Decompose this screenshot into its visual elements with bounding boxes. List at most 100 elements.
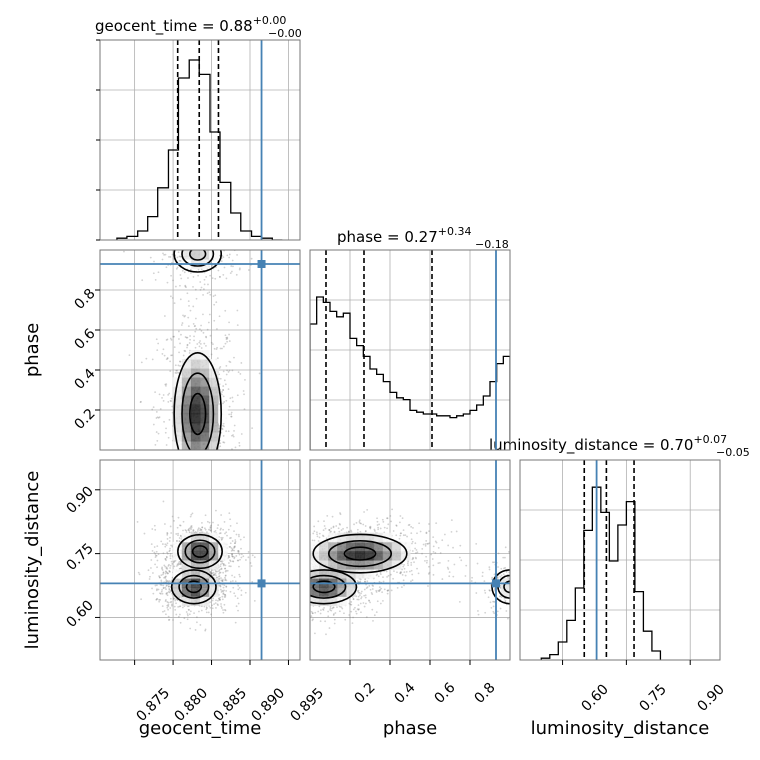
sample-point: [168, 563, 170, 566]
density-cell: [172, 395, 183, 406]
sample-point: [221, 598, 224, 601]
sample-point: [179, 562, 182, 565]
sample-point: [170, 354, 172, 357]
sample-point: [360, 590, 363, 593]
sample-point: [544, 597, 546, 599]
sample-point: [154, 443, 157, 446]
sample-point: [204, 528, 207, 531]
sample-point: [187, 245, 189, 247]
sample-point: [215, 482, 217, 484]
sample-point: [428, 523, 430, 525]
sample-point: [220, 579, 223, 582]
sample-point: [329, 607, 332, 610]
sample-point: [319, 620, 322, 623]
sample-point: [209, 525, 212, 528]
sample-point: [188, 244, 190, 246]
sample-point: [291, 570, 293, 572]
sample-point: [208, 528, 210, 531]
sample-point: [152, 272, 155, 275]
sample-point: [535, 573, 537, 575]
sample-point: [223, 608, 226, 611]
sample-point: [238, 267, 241, 270]
sample-point: [434, 552, 437, 554]
sample-point: [162, 584, 165, 587]
sample-point: [233, 424, 236, 427]
sample-point: [296, 565, 298, 567]
sample-point: [408, 570, 411, 573]
sample-point: [198, 341, 201, 344]
sample-point: [176, 599, 179, 601]
sample-point: [518, 609, 520, 611]
sample-point: [375, 611, 378, 614]
density-cell: [218, 413, 228, 424]
sample-point: [177, 615, 180, 618]
sample-point: [230, 434, 233, 437]
sample-point: [302, 625, 304, 627]
density-cell: [181, 596, 192, 606]
sample-point: [428, 530, 430, 533]
sample-point: [226, 569, 229, 572]
density-cell: [209, 422, 219, 433]
scatter-panel-geocent_time-phase: [100, 230, 300, 496]
sample-point: [179, 342, 181, 345]
sample-point: [305, 554, 307, 556]
sample-point: [302, 578, 304, 580]
sample-point: [167, 401, 170, 403]
sample-point: [304, 577, 306, 579]
sample-point: [192, 529, 195, 532]
density-cell: [190, 560, 201, 570]
sample-point: [225, 585, 228, 588]
sample-point: [210, 572, 213, 575]
sample-point: [184, 336, 187, 338]
sample-point: [165, 556, 168, 559]
sample-point: [447, 568, 450, 570]
sample-point: [252, 572, 254, 574]
sample-point: [185, 241, 187, 243]
sample-point: [213, 491, 215, 493]
title-phase: phase = 0.27+0.34: [337, 225, 472, 246]
sample-point: [277, 573, 279, 575]
sample-point: [140, 598, 143, 601]
sample-point: [322, 535, 325, 538]
sample-point: [389, 515, 392, 517]
sample-point: [364, 580, 366, 583]
sample-point: [204, 514, 207, 517]
sample-point: [220, 607, 223, 609]
sample-point: [213, 494, 215, 496]
sample-point: [149, 256, 152, 259]
sample-point: [328, 529, 330, 531]
sample-point: [201, 230, 203, 232]
sample-point: [184, 350, 187, 353]
sample-point: [190, 244, 192, 246]
sample-point: [371, 608, 374, 611]
sample-point: [194, 288, 197, 291]
sample-point: [215, 247, 217, 249]
sample-point: [223, 521, 226, 523]
sample-point: [358, 519, 361, 522]
density-cell: [181, 395, 192, 406]
sample-point: [174, 451, 176, 453]
sample-point: [178, 605, 181, 608]
sample-point: [234, 545, 236, 548]
sample-point: [233, 430, 235, 432]
sample-point: [193, 243, 195, 245]
sample-point: [219, 347, 222, 350]
sample-point: [371, 584, 374, 587]
sample-point: [281, 601, 283, 603]
sample-point: [376, 524, 379, 526]
sample-point: [162, 610, 164, 613]
sample-point: [279, 571, 281, 573]
sample-point: [191, 248, 193, 250]
sample-point: [163, 315, 166, 317]
sample-point: [431, 558, 434, 560]
sample-point: [290, 593, 292, 595]
sample-point: [214, 248, 216, 250]
sample-point: [242, 574, 244, 576]
sample-point: [161, 592, 164, 595]
sample-point: [162, 252, 164, 255]
density-cell: [172, 550, 183, 561]
sample-point: [234, 542, 236, 545]
sample-point: [194, 452, 196, 454]
sample-point: [293, 558, 295, 560]
sample-point: [360, 522, 362, 525]
